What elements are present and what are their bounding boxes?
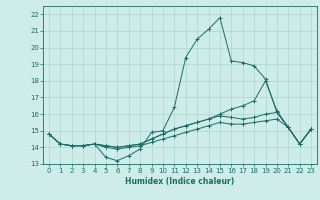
X-axis label: Humidex (Indice chaleur): Humidex (Indice chaleur) bbox=[125, 177, 235, 186]
